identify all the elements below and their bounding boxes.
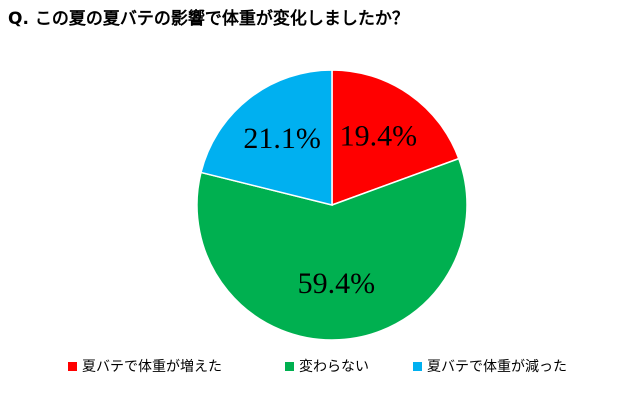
legend-swatch xyxy=(285,362,294,371)
legend-text: 夏バテで体重が減った xyxy=(427,358,567,375)
slice-label: 19.4% xyxy=(340,120,418,153)
pie-slice xyxy=(200,69,333,206)
legend-text: 夏バテで体重が増えた xyxy=(82,359,222,375)
legend-swatch xyxy=(68,362,77,371)
chart-title: Q. この夏の夏バテの影響で体重が変化しましたか？ xyxy=(8,8,409,29)
legend-text: 変わらない xyxy=(299,358,369,375)
slice-label: 21.1% xyxy=(243,122,321,155)
pie-slice xyxy=(331,69,460,207)
slice-label: 59.4% xyxy=(298,267,376,300)
pie-slice xyxy=(196,157,468,341)
legend-swatch xyxy=(413,362,422,371)
